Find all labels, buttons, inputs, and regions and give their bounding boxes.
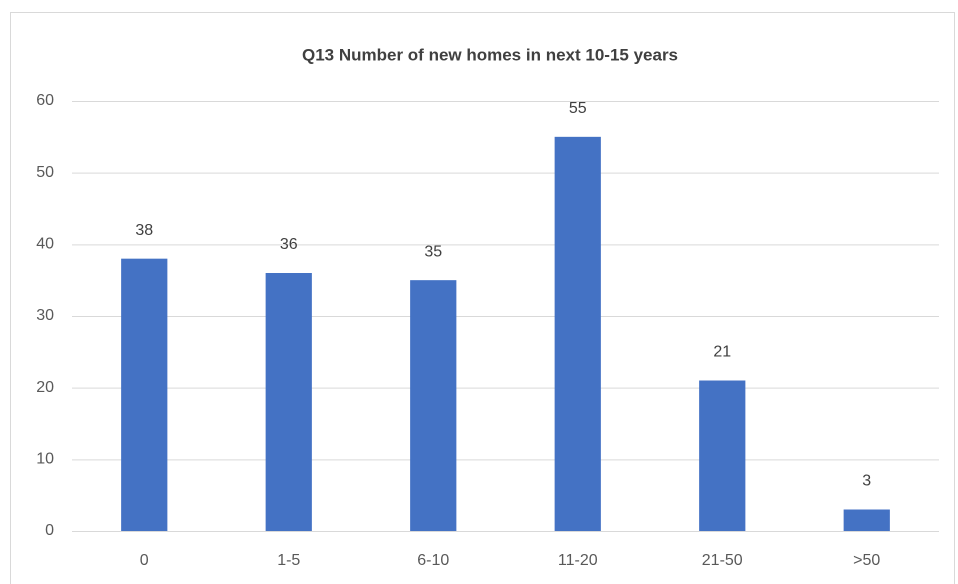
y-tick-label: 50 [36,164,54,181]
x-tick-label: 21-50 [702,552,743,569]
x-tick-label: 6-10 [417,552,449,569]
y-tick-label: 0 [45,522,54,539]
bar [121,258,168,531]
data-label: 21 [713,344,731,361]
y-tick-label: 40 [36,236,54,253]
x-tick-label: 11-20 [558,552,598,569]
bar [554,136,601,532]
x-tick-label: 0 [140,552,149,569]
bar [410,280,457,531]
data-label: 55 [569,100,587,117]
x-tick-label: >50 [853,552,880,569]
data-label: 38 [135,222,153,239]
chart-title: Q13 Number of new homes in next 10-15 ye… [302,45,678,64]
bar [843,509,890,531]
y-tick-label: 30 [36,307,54,324]
bar [699,380,746,531]
bar [265,273,312,531]
data-label: 3 [862,473,871,490]
y-tick-label: 20 [36,379,54,396]
y-tick-label: 60 [36,92,54,109]
x-tick-label: 1-5 [277,552,300,569]
data-label: 35 [424,243,442,260]
data-label: 36 [280,236,298,253]
y-tick-label: 10 [36,451,54,468]
chart-frame [10,12,955,584]
